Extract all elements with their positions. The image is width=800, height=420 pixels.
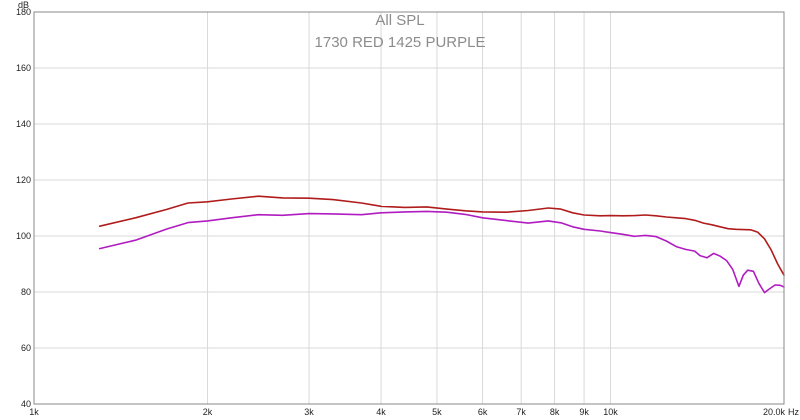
- x-tick-label: 1k: [29, 407, 39, 417]
- x-tick-label: 2k: [203, 407, 213, 417]
- x-tick-label: 3k: [304, 407, 314, 417]
- x-tick-label: 5k: [432, 407, 442, 417]
- y-tick-label: 120: [16, 175, 31, 185]
- tick-labels: 40 60 80 100 120 140 160 180 1k 2k 3k 4k 5k 6k 7k 8k 9k 1…: [16, 7, 786, 417]
- x-unit-label: Hz: [788, 407, 799, 417]
- x-tick-label: 20.0k: [763, 407, 786, 417]
- y-tick-label: 60: [21, 343, 31, 353]
- series-line-2: [98, 210, 785, 294]
- x-tick-label: 9k: [579, 407, 589, 417]
- x-tick-label: 4k: [376, 407, 386, 417]
- plot-frame: [33, 11, 785, 405]
- chart-title: All SPL: [375, 12, 424, 29]
- y-unit-label: dB: [18, 0, 29, 10]
- x-tick-label: 8k: [550, 407, 560, 417]
- series-line-1: [98, 195, 785, 277]
- x-tick-label: 6k: [478, 407, 488, 417]
- y-tick-label: 140: [16, 119, 31, 129]
- x-tick-label: 7k: [516, 407, 526, 417]
- y-tick-label: 40: [21, 399, 31, 409]
- y-tick-label: 100: [16, 231, 31, 241]
- x-tick-label: 10k: [603, 407, 618, 417]
- series-lines: [98, 195, 785, 294]
- y-tick-label: 160: [16, 63, 31, 73]
- y-tick-label: 80: [21, 287, 31, 297]
- y-tick-label: 180: [16, 7, 31, 17]
- chart-subtitle: 1730 RED 1425 PURPLE: [315, 34, 486, 51]
